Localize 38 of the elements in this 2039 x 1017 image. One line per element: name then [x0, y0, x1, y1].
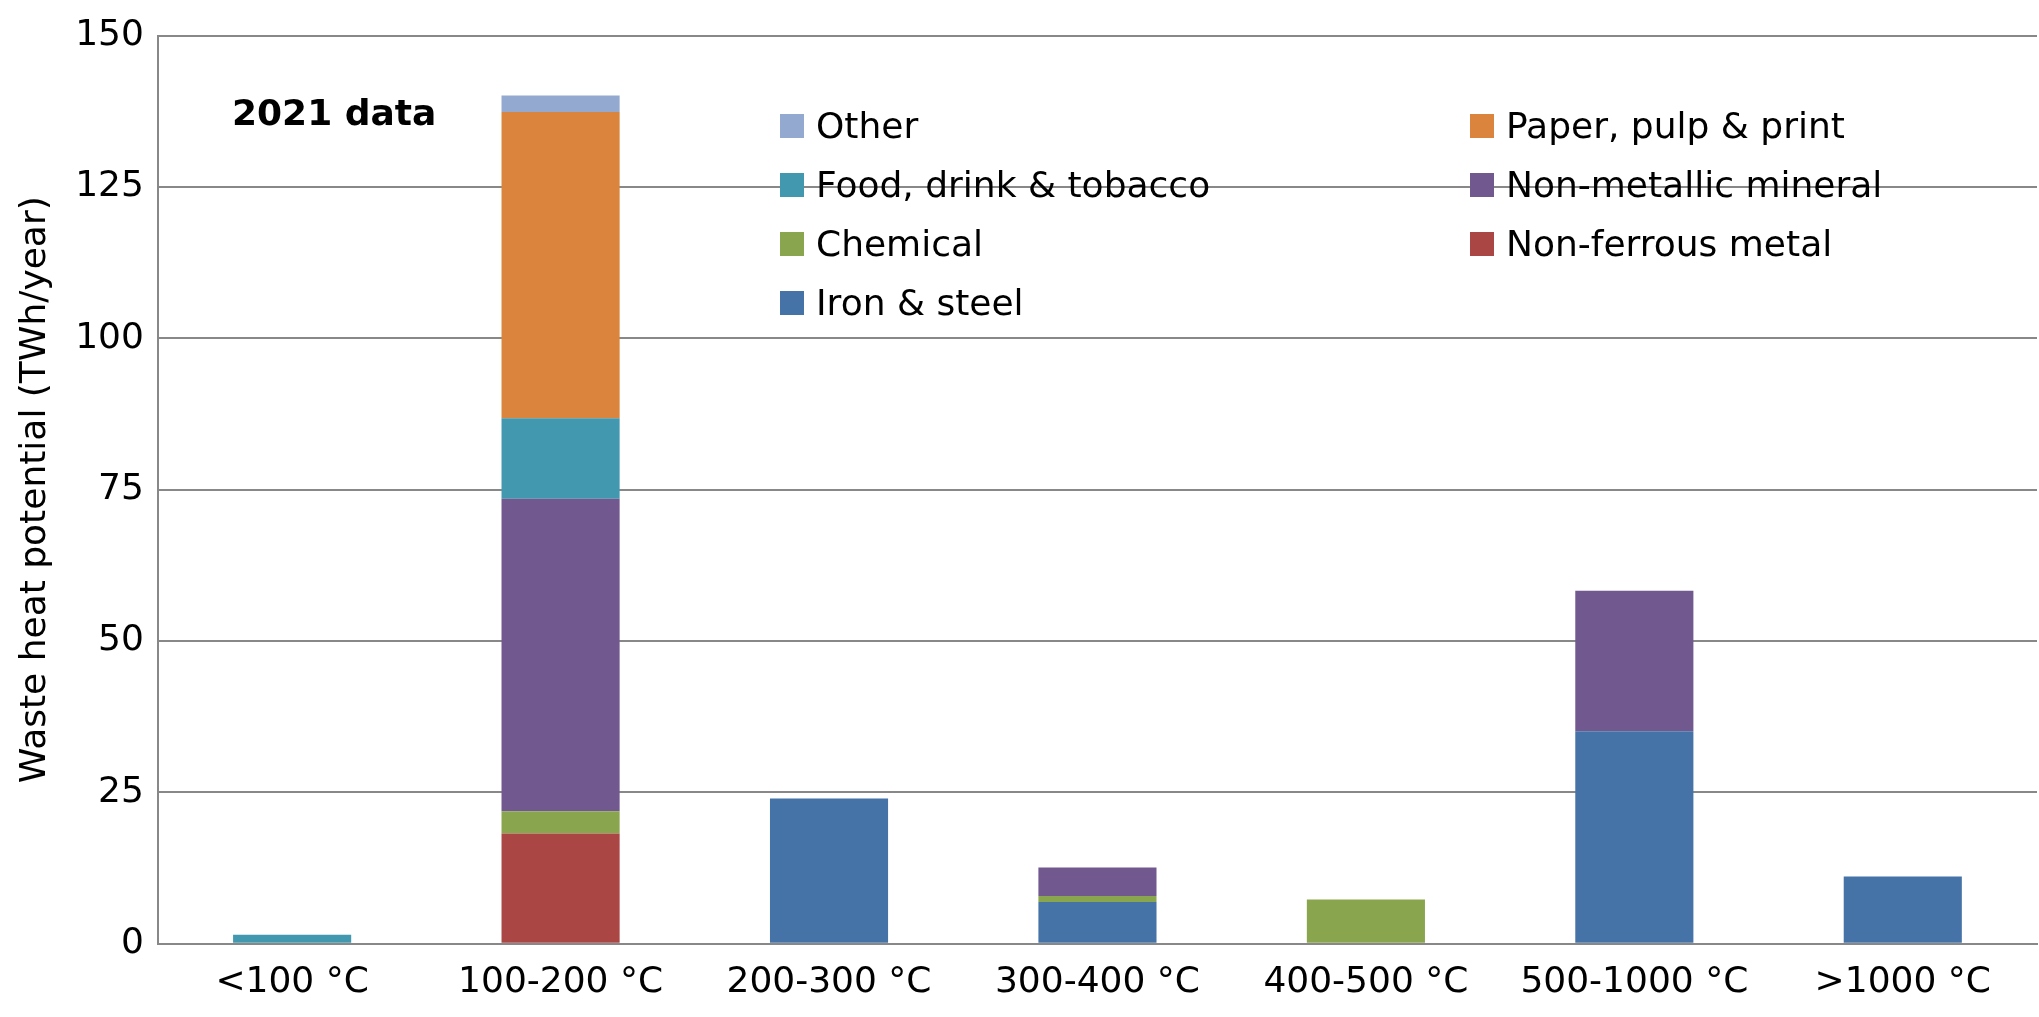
legend-label: Non-metallic mineral	[1506, 164, 1883, 205]
bar	[501, 811, 620, 834]
y-tick-label: 0	[121, 920, 144, 962]
y-tick-label: 50	[98, 617, 144, 659]
legend-label: Paper, pulp & print	[1506, 105, 1845, 146]
bar	[1038, 867, 1157, 896]
y-tick-label: 75	[98, 466, 144, 508]
x-tick-label: 100-200 °C	[458, 958, 664, 1000]
bar	[769, 798, 889, 943]
x-tick-label: 400-500 °C	[1263, 958, 1469, 1000]
annotation: 2021 data	[232, 92, 437, 133]
x-tick-label: 500-1000 °C	[1520, 958, 1749, 1000]
bar	[1575, 731, 1694, 943]
y-axis-title: Waste heat potential (TWh/year)	[11, 196, 53, 784]
y-tick-label: 100	[75, 314, 144, 356]
x-tick-label: >1000 °C	[1814, 958, 1991, 1000]
y-tick-label: 125	[75, 163, 144, 205]
x-tick-label: 300-400 °C	[994, 958, 1200, 1000]
bar	[1038, 902, 1157, 943]
y-tick-label: 150	[75, 11, 144, 53]
bar	[501, 111, 620, 419]
legend-label: Chemical	[816, 223, 984, 264]
legend-label: Non-ferrous metal	[1506, 223, 1833, 264]
y-tick-label: 25	[98, 768, 144, 810]
bar	[501, 833, 620, 943]
legend-label: Other	[816, 105, 919, 146]
x-tick-label: 200-300 °C	[726, 958, 932, 1000]
bar	[501, 95, 620, 112]
bar	[501, 418, 620, 499]
bar	[1575, 590, 1694, 732]
bar	[1306, 899, 1425, 943]
legend-label: Iron & steel	[816, 282, 1024, 323]
bar	[233, 934, 352, 943]
bar	[1843, 876, 1962, 943]
bar	[1038, 895, 1157, 903]
x-tick-label: <100 °C	[215, 958, 369, 1000]
legend-label: Food, drink & tobacco	[816, 164, 1211, 205]
bar	[501, 498, 620, 812]
